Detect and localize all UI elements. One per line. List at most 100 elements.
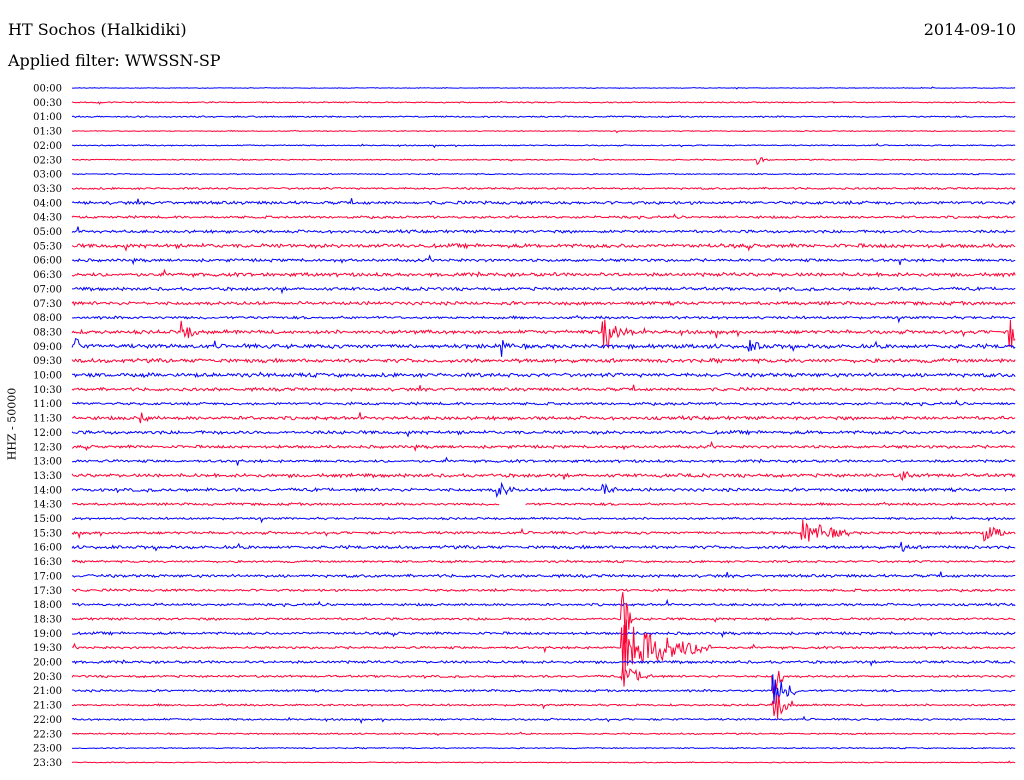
time-tick-label: 02:30	[33, 155, 62, 166]
time-tick-label: 15:30	[33, 528, 62, 539]
time-tick-label: 10:30	[33, 385, 62, 396]
time-tick-label: 16:00	[33, 543, 62, 554]
trace-row-1800	[71, 598, 1016, 608]
trace-row-1300	[71, 456, 1016, 466]
trace-row-2300	[71, 746, 1016, 750]
trace-row-1530	[71, 519, 1016, 542]
time-tick-label: 13:30	[33, 471, 62, 482]
trace-row-0300	[71, 172, 1016, 176]
time-tick-label: 17:30	[33, 586, 62, 597]
trace-row-0600	[71, 254, 1016, 266]
time-tick-label: 04:00	[33, 198, 62, 209]
time-tick-label: 06:00	[33, 256, 62, 267]
time-tick-label: 11:30	[33, 414, 62, 425]
time-tick-labels: 00:00 00:30 01:00 01:30 02:00 02:30 03:00 03:30…	[33, 84, 62, 769]
time-tick-label: 14:00	[33, 485, 62, 496]
trace-row-1130	[71, 412, 1016, 424]
trace-row-2000	[71, 659, 1016, 667]
time-tick-label: 19:00	[33, 629, 62, 640]
time-tick-label: 11:00	[33, 399, 62, 410]
trace-row-2100	[71, 674, 1016, 704]
time-tick-label: 20:00	[33, 658, 62, 669]
time-tick-label: 23:00	[33, 744, 62, 755]
time-tick-label: 18:30	[33, 614, 62, 625]
time-tick-label: 02:00	[33, 141, 62, 152]
trace-row-0400	[71, 198, 1016, 206]
time-tick-label: 04:30	[33, 213, 62, 224]
trace-row-0230	[71, 156, 1016, 166]
trace-row-0130	[71, 129, 1016, 134]
time-tick-label: 08:00	[33, 313, 62, 324]
time-tick-label: 09:30	[33, 356, 62, 367]
trace-row-2330	[71, 760, 1016, 764]
trace-row-0630	[71, 268, 1016, 279]
trace-row-1330	[71, 470, 1016, 482]
trace-row-0730	[71, 300, 1016, 307]
trace-row-0800	[71, 314, 1016, 324]
trace-row-1930	[71, 619, 1016, 669]
time-tick-label: 01:30	[33, 127, 62, 138]
time-tick-label: 18:00	[33, 600, 62, 611]
filter-label: Applied filter: WWSSN-SP	[8, 51, 221, 70]
trace-row-0430	[71, 213, 1016, 220]
trace-row-1730	[71, 587, 1016, 593]
time-tick-label: 08:30	[33, 327, 62, 338]
trace-row-0700	[71, 286, 1016, 295]
time-tick-label: 06:30	[33, 270, 62, 281]
time-tick-label: 05:30	[33, 241, 62, 252]
trace-row-2030	[71, 663, 1016, 696]
time-tick-label: 22:00	[33, 715, 62, 726]
time-tick-label: 23:30	[33, 758, 62, 769]
time-tick-label: 03:00	[33, 170, 62, 181]
time-tick-label: 00:30	[33, 98, 62, 109]
time-tick-label: 03:30	[33, 184, 62, 195]
time-tick-label: 12:00	[33, 428, 62, 439]
time-tick-label: 17:00	[33, 571, 62, 582]
trace-row-1900	[71, 630, 1016, 639]
trace-row-1830	[71, 592, 1016, 644]
trace-row-1630	[71, 559, 1016, 564]
seismic-traces	[71, 86, 1016, 764]
trace-row-0000	[71, 86, 1016, 90]
time-tick-label: 21:30	[33, 701, 62, 712]
time-tick-label: 19:30	[33, 643, 62, 654]
time-tick-label: 14:30	[33, 500, 62, 511]
trace-row-1100	[71, 399, 1016, 407]
time-tick-label: 10:00	[33, 371, 62, 382]
trace-row-0330	[71, 186, 1016, 191]
trace-row-1230	[71, 440, 1016, 452]
time-tick-label: 15:00	[33, 514, 62, 525]
trace-row-2230	[71, 731, 1016, 736]
time-tick-label: 12:30	[33, 442, 62, 453]
time-tick-label: 09:00	[33, 342, 62, 353]
trace-row-1500	[71, 515, 1016, 524]
trace-row-0900	[71, 337, 1016, 357]
trace-row-1200	[71, 429, 1016, 438]
trace-row-1400	[71, 481, 1016, 498]
time-tick-label: 13:00	[33, 457, 62, 468]
trace-row-0830	[71, 319, 1016, 349]
time-tick-label: 22:30	[33, 729, 62, 740]
trace-row-0100	[71, 115, 1016, 119]
trace-row-1430	[71, 501, 1016, 507]
time-tick-label: 07:30	[33, 299, 62, 310]
trace-row-1600	[71, 541, 1016, 552]
trace-row-2200	[71, 715, 1016, 725]
time-tick-label: 01:00	[33, 112, 62, 123]
trace-row-0530	[71, 242, 1016, 252]
date-label: 2014-09-10	[923, 20, 1016, 39]
station-title: HT Sochos (Halkidiki)	[8, 20, 187, 39]
time-tick-label: 07:00	[33, 284, 62, 295]
trace-row-1030	[71, 384, 1016, 393]
time-tick-label: 21:00	[33, 686, 62, 697]
trace-row-0500	[71, 226, 1016, 235]
time-tick-label: 00:00	[33, 84, 62, 95]
trace-row-1700	[71, 571, 1016, 579]
trace-row-2130	[71, 694, 1016, 719]
time-tick-label: 16:30	[33, 557, 62, 568]
time-tick-label: 20:30	[33, 672, 62, 683]
trace-row-0930	[71, 357, 1016, 365]
trace-row-0030	[71, 100, 1016, 105]
trace-row-0200	[71, 142, 1016, 149]
